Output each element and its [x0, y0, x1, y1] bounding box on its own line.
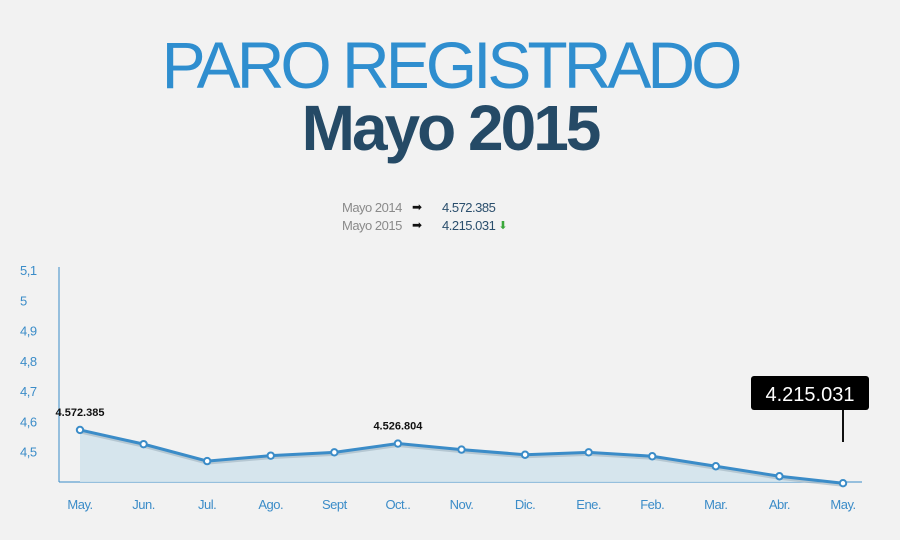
- x-tick-label: Ene.: [576, 497, 601, 512]
- summary-value-2014: 4.572.385: [442, 199, 496, 215]
- data-point: [775, 472, 784, 481]
- summary-box: Mayo 2014 ➡ 4.572.385 Mayo 2015 ➡ 4.215.…: [342, 198, 508, 234]
- x-tick-label: Ago.: [258, 497, 283, 512]
- x-tick-label: May.: [830, 497, 855, 512]
- callout-label: 4.215.031: [766, 384, 855, 406]
- data-point: [202, 456, 212, 466]
- x-tick-label: Nov.: [450, 497, 474, 512]
- data-point: [520, 450, 530, 459]
- x-tick-label: Mar.: [704, 497, 727, 512]
- chart-subtitle: Mayo 2015: [301, 92, 602, 164]
- data-point: [584, 448, 593, 457]
- data-point: [838, 479, 848, 488]
- x-tick-label: Jun.: [132, 497, 155, 512]
- summary-row-2015: Mayo 2015 ➡ 4.215.031 ⬇: [342, 216, 508, 234]
- x-tick-label: Dic.: [515, 497, 535, 512]
- x-tick-label: Oct..: [385, 497, 410, 512]
- data-point: [266, 451, 275, 460]
- chart-title: PARO REGISTRADO: [161, 28, 743, 102]
- data-point: [648, 452, 657, 461]
- y-tick-label: 4,5: [20, 445, 37, 460]
- down-arrow-icon: ⬇: [498, 219, 508, 232]
- data-label: 4.526.804: [373, 421, 423, 433]
- callout-box: [751, 376, 869, 410]
- summary-row-2014: Mayo 2014 ➡ 4.572.385: [342, 198, 507, 216]
- data-label: 4.572.385: [56, 407, 105, 419]
- right-arrow-icon: ➡: [412, 200, 422, 214]
- y-tick-label: 5: [20, 293, 27, 308]
- y-tick-label: 4,7: [20, 384, 37, 399]
- data-point: [330, 448, 339, 457]
- x-tick-label: May.: [67, 497, 92, 512]
- summary-label-2015: Mayo 2015: [342, 217, 402, 233]
- y-tick-label: 4,9: [20, 324, 37, 339]
- y-tick-label: 4,8: [20, 354, 37, 369]
- x-tick-label: Jul.: [198, 497, 216, 512]
- right-arrow-icon: ➡: [412, 218, 422, 232]
- data-point: [457, 445, 466, 454]
- data-point: [75, 425, 85, 435]
- data-point: [393, 439, 403, 448]
- x-tick-label: Abr.: [769, 497, 790, 512]
- area-fill: [80, 429, 843, 484]
- x-tick-label: Sept: [322, 497, 348, 512]
- summary-value-2015: 4.215.031: [442, 217, 496, 233]
- x-tick-label: Feb.: [640, 497, 664, 512]
- y-tick-label: 4,6: [20, 414, 37, 429]
- summary-label-2014: Mayo 2014: [342, 199, 402, 215]
- data-point: [711, 462, 721, 471]
- data-point: [139, 439, 148, 449]
- y-tick-label: 5,1: [20, 263, 37, 278]
